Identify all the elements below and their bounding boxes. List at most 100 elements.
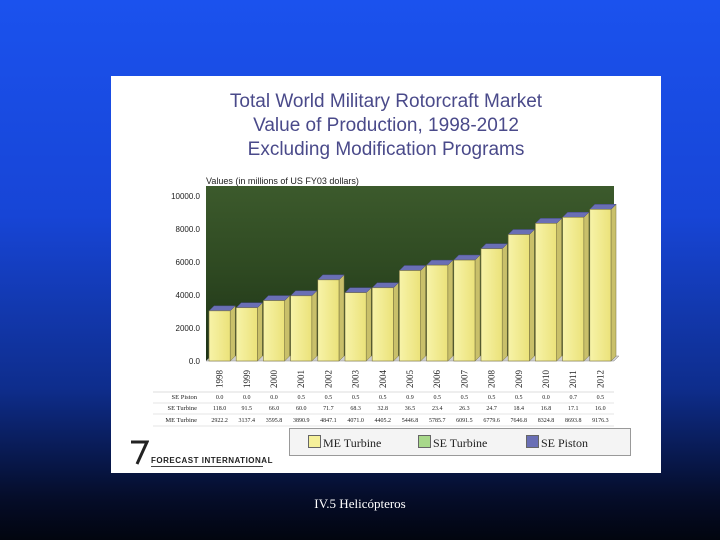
- bar-top-2004: [371, 282, 400, 289]
- table-cell: 0.5: [325, 395, 333, 401]
- table-cell: 0.5: [597, 395, 605, 401]
- table-cell: 7646.8: [511, 418, 528, 424]
- table-cell: 66.0: [269, 406, 280, 412]
- table-row-label: SE Piston: [172, 394, 198, 401]
- table-cell: 5446.8: [402, 418, 419, 424]
- bar-front-2000: [263, 300, 285, 362]
- y-tick-label: 0.0: [189, 357, 201, 366]
- x-tick-label: 2011: [568, 370, 578, 388]
- legend-item-se-piston: SE Piston: [526, 435, 589, 450]
- data-table: SE Piston 0.0 0.0 0.0 0.5 0.5 0.5 0.5 0.9 0.5 0.5 0…: [153, 391, 614, 427]
- bar-2006: [425, 259, 454, 362]
- bar-2000: [262, 294, 291, 362]
- bar-2007: [453, 254, 481, 362]
- bar-top-2009: [507, 229, 536, 235]
- bar-top-1998: [208, 305, 236, 312]
- legend-swatch-me-turbine: [308, 435, 321, 448]
- table-cell: 0.5: [515, 395, 523, 401]
- bar-2002: [317, 274, 345, 362]
- table-cell: 0.9: [406, 395, 414, 401]
- legend-label-se-piston: SE Piston: [541, 436, 589, 450]
- chart-legend: ME Turbine SE Turbine SE Piston: [289, 428, 631, 456]
- bar-front-2003: [344, 292, 367, 362]
- table-cell: 118.0: [213, 406, 226, 412]
- bar-side-2010: [556, 217, 562, 362]
- bar-1999: [235, 302, 264, 362]
- table-cell: 32.8: [378, 406, 389, 412]
- table-row-label: ME Turbine: [165, 417, 197, 424]
- x-tick-label: 2002: [323, 370, 333, 388]
- table-cell: 16.8: [541, 406, 552, 412]
- table-cell: 0.5: [433, 395, 441, 401]
- title-line-1: Total World Military Rotorcraft Market: [229, 91, 543, 112]
- table-cell: 26.3: [459, 406, 470, 412]
- bar-2003: [344, 287, 372, 362]
- x-tick-label: 2008: [487, 370, 497, 389]
- table-cell: 5785.7: [429, 418, 446, 424]
- table-cell: 0.0: [243, 395, 251, 401]
- table-cell: 9176.3: [592, 418, 609, 424]
- bar-side-1998: [229, 305, 236, 362]
- table-cell: 4405.2: [375, 418, 392, 424]
- table-cell: 24.7: [486, 406, 497, 412]
- y-tick-label: 2000.0: [176, 324, 201, 333]
- bar-side-2007: [474, 254, 481, 362]
- x-tick-label: 2004: [378, 370, 388, 389]
- bar-front-2004: [371, 287, 394, 362]
- bar-2001: [289, 290, 318, 362]
- x-tick-label: 2010: [541, 370, 551, 389]
- bar-2010: [534, 217, 563, 362]
- bar-front-2006: [426, 264, 449, 362]
- bar-front-2002: [317, 279, 340, 362]
- table-cell: 18.4: [514, 406, 525, 412]
- bar-top-2002: [317, 274, 345, 281]
- x-tick-label: 1999: [242, 370, 252, 389]
- x-tick-label: 2003: [351, 370, 361, 389]
- forecast-international-logo: FORECAST INTERNATIONAL: [129, 438, 272, 468]
- legend-swatch-se-piston: [526, 435, 539, 448]
- bar-side-2008: [501, 243, 508, 362]
- y-tick-label: 8000.0: [176, 225, 201, 234]
- logo-text: FORECAST INTERNATIONAL: [151, 456, 273, 465]
- table-cell: 3890.9: [293, 418, 310, 424]
- bar-front-2010: [535, 223, 557, 362]
- bar-side-2002: [338, 274, 345, 362]
- logo-mark-icon: [131, 440, 149, 465]
- plot-area: 0.0 2000.0 4000.0 6000.0 8000.0 10000.0 1998 19…: [171, 192, 620, 389]
- bar-top-2012: [589, 204, 617, 210]
- x-tick-label: 2006: [432, 370, 442, 389]
- bar-1998: [208, 305, 236, 362]
- x-tick-label: 1998: [215, 370, 225, 389]
- bar-side-2001: [311, 290, 318, 362]
- y-tick-label: 4000.0: [176, 291, 201, 300]
- bar-top-2000: [262, 295, 291, 301]
- x-tick-label: 2007: [459, 370, 469, 389]
- legend-item-me-turbine: ME Turbine: [308, 435, 381, 450]
- y-tick-label: 6000.0: [176, 258, 201, 267]
- bar-top-2007: [453, 254, 481, 261]
- table-cell: 23.4: [432, 406, 443, 412]
- bar-side-2006: [447, 259, 454, 362]
- table-cell: 3595.8: [266, 418, 283, 424]
- table-cell: 0.0: [216, 395, 224, 401]
- table-cell: 0.5: [488, 395, 496, 401]
- table-cell: 0.0: [270, 395, 278, 401]
- title-line-3: Excluding Modification Programs: [247, 139, 525, 160]
- bar-side-2000: [284, 294, 290, 362]
- bar-2005: [398, 264, 427, 362]
- table-cell: 17.1: [568, 406, 579, 412]
- bar-2004: [371, 282, 400, 362]
- table-cell: 0.7: [569, 395, 577, 401]
- x-tick-label: 2001: [296, 370, 306, 388]
- table-cell: 0.5: [461, 395, 469, 401]
- table-cell: 8324.8: [538, 418, 555, 424]
- y-tick-label: 10000.0: [171, 192, 200, 201]
- table-cell: 8693.8: [565, 418, 582, 424]
- bar-front-2011: [562, 216, 585, 362]
- bar-front-2008: [480, 248, 503, 362]
- table-cell: 68.3: [350, 406, 361, 412]
- x-tick-label: 2012: [595, 370, 605, 388]
- bar-top-2010: [534, 218, 563, 224]
- bar-2011: [561, 211, 590, 362]
- bar-front-1998: [208, 310, 231, 362]
